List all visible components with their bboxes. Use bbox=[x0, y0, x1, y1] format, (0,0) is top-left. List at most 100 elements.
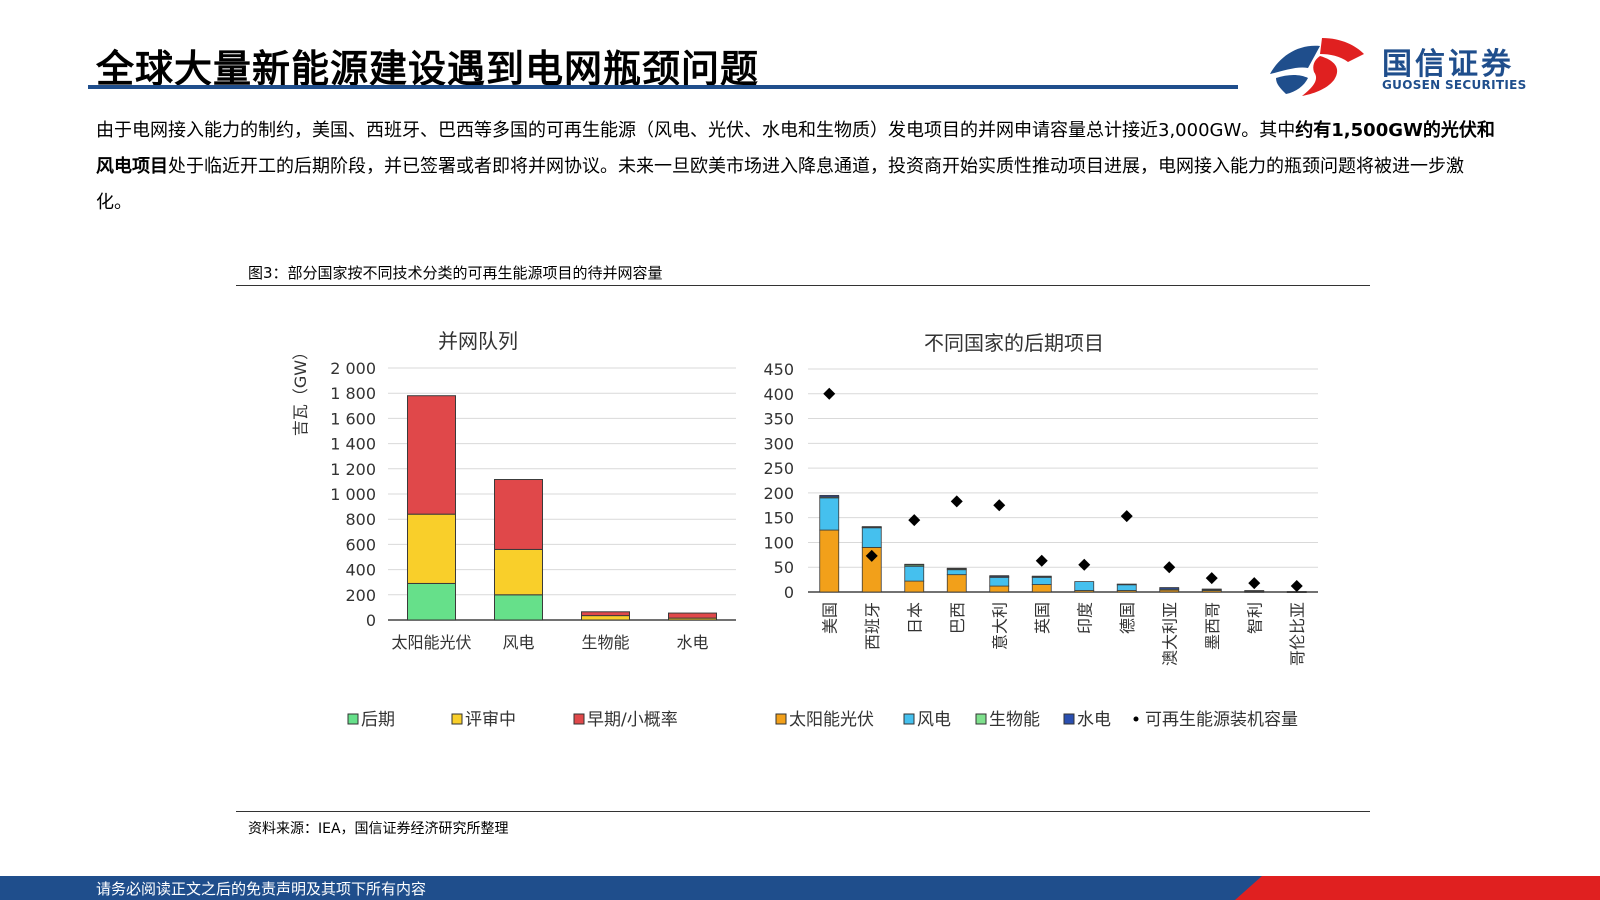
chart2-ytick-label: 350 bbox=[763, 410, 794, 429]
logo-mark-icon bbox=[1270, 38, 1364, 96]
chart2-ytick-label: 150 bbox=[763, 509, 794, 528]
chart2-legend-label: 太阳能光伏 bbox=[789, 710, 874, 730]
figure-caption: 图3：部分国家按不同技术分类的可再生能源项目的待并网容量 bbox=[248, 264, 663, 282]
chart2-ytick-label: 50 bbox=[774, 558, 794, 577]
chart1-legend-label: 评审中 bbox=[465, 710, 516, 730]
chart1-ytick-label: 1 800 bbox=[330, 384, 376, 403]
source-note: 资料来源：IEA，国信证券经济研究所整理 bbox=[248, 821, 509, 837]
chart2-ytick-label: 400 bbox=[763, 385, 794, 404]
chart2-category-label: 英国 bbox=[1033, 602, 1052, 634]
chart2-legend-label: 生物能 bbox=[989, 710, 1040, 730]
chart2-ytick-label: 200 bbox=[763, 484, 794, 503]
late-stage-projects-chart: 不同国家的后期项目 0 50 100 150 200 250 300 350 400 450 美国 西班… bbox=[763, 331, 1318, 730]
chart2-legend-swatch bbox=[903, 713, 915, 725]
chart2-legend-swatch bbox=[1063, 713, 1075, 725]
chart2-bar-segment bbox=[946, 567, 967, 570]
chart2-capacity-marker bbox=[823, 387, 836, 400]
chart1-legend-swatch bbox=[451, 713, 463, 725]
chart2-bar-segment bbox=[819, 497, 840, 531]
body-text-bold: 约有1,500GW的光伏和风电项目 bbox=[96, 120, 1495, 177]
logo-text-en: GUOSEN SECURITIES bbox=[1382, 78, 1527, 92]
footer-bar bbox=[0, 876, 1600, 900]
guosen-logo: 国信证券 GUOSEN SECURITIES bbox=[1268, 34, 1548, 98]
chart2-title: 不同国家的后期项目 bbox=[924, 331, 1104, 355]
chart2-bar-segment bbox=[946, 574, 967, 593]
chart2-bar-segment bbox=[1116, 583, 1137, 586]
chart1-legend-swatch bbox=[347, 713, 359, 725]
chart2-ytick-label: 0 bbox=[784, 583, 794, 602]
chart2-category-label: 巴西 bbox=[948, 602, 967, 634]
chart1-legend-label: 后期 bbox=[361, 710, 395, 730]
footer-disclaimer: 请务必阅读正文之后的免责声明及其项下所有内容 bbox=[96, 880, 427, 898]
chart2-bar-segment bbox=[1159, 587, 1180, 590]
figure-top-rule bbox=[236, 285, 1370, 286]
chart1-ytick-label: 1 400 bbox=[330, 435, 376, 454]
chart2-category-label: 德国 bbox=[1118, 602, 1137, 634]
chart2-bar-segment bbox=[1031, 575, 1052, 578]
chart2-capacity-marker bbox=[950, 495, 963, 508]
chart1-ytick-label: 1 200 bbox=[330, 460, 376, 479]
chart2-legend-swatch bbox=[975, 713, 987, 725]
chart1-ytick-label: 200 bbox=[345, 586, 376, 605]
chart1-ytick-label: 800 bbox=[345, 510, 376, 529]
body-text-2: 处于临近开工的后期阶段，并已签署或者即将并网协议。未来一旦欧美市场进入降息通道，… bbox=[96, 156, 1464, 213]
chart2-category-label: 日本 bbox=[905, 602, 924, 634]
chart2-ytick-label: 300 bbox=[763, 434, 794, 453]
title-underline bbox=[88, 85, 1238, 89]
chart2-bar-segment bbox=[904, 580, 925, 593]
chart2-bar-segment bbox=[819, 494, 840, 498]
chart2-capacity-marker bbox=[1120, 510, 1133, 523]
chart2-ytick-label: 450 bbox=[763, 360, 794, 379]
chart2-capacity-marker bbox=[1290, 580, 1303, 593]
figure-bottom-rule bbox=[236, 811, 1370, 812]
chart2-legend-label: 风电 bbox=[917, 710, 951, 730]
chart2-bar-segment bbox=[989, 575, 1010, 578]
chart2-ytick-label: 100 bbox=[763, 533, 794, 552]
chart2-legend-marker bbox=[1133, 716, 1139, 722]
chart1-category-label: 风电 bbox=[502, 633, 534, 652]
body-paragraph: 由于电网接入能力的制约，美国、西班牙、巴西等多国的可再生能源（风电、光伏、水电和… bbox=[96, 113, 1496, 221]
chart1-bar-segment bbox=[494, 594, 543, 621]
chart2-capacity-marker bbox=[1035, 554, 1048, 567]
chart1-category-label: 太阳能光伏 bbox=[391, 633, 471, 652]
chart2-category-label: 意大利 bbox=[990, 602, 1009, 650]
chart2-bar-segment bbox=[861, 526, 882, 528]
chart1-bar-segment bbox=[407, 582, 456, 621]
chart2-capacity-marker bbox=[993, 499, 1006, 512]
chart1-bar-segment bbox=[407, 395, 456, 515]
chart1-ytick-label: 1 600 bbox=[330, 409, 376, 428]
chart2-bar-segment bbox=[904, 565, 925, 582]
chart1-legend-swatch bbox=[573, 713, 585, 725]
chart1-category-label: 生物能 bbox=[581, 633, 629, 652]
chart2-category-label: 美国 bbox=[820, 602, 839, 634]
chart1-ytick-label: 600 bbox=[345, 535, 376, 554]
logo-text-cn: 国信证券 bbox=[1382, 47, 1514, 82]
chart1-bar-segment bbox=[494, 548, 543, 596]
chart1-ytick-label: 0 bbox=[366, 611, 376, 630]
chart2-bar-segment bbox=[1116, 584, 1137, 591]
chart2-bar-segment bbox=[819, 529, 840, 593]
chart2-capacity-marker bbox=[1248, 577, 1261, 590]
chart2-bar-segment bbox=[861, 527, 882, 548]
chart2-bar-segment bbox=[1244, 590, 1265, 592]
chart2-bar-segment bbox=[1074, 581, 1095, 591]
chart2-capacity-marker bbox=[1163, 561, 1176, 574]
chart2-legend-label: 可再生能源装机容量 bbox=[1145, 710, 1298, 730]
chart2-bar-segment bbox=[904, 563, 925, 566]
chart2-category-label: 澳大利亚 bbox=[1160, 602, 1179, 666]
chart2-category-label: 西班牙 bbox=[863, 602, 882, 650]
chart1-legend-label: 早期/小概率 bbox=[587, 710, 678, 730]
chart2-bar-segment bbox=[989, 585, 1010, 593]
chart2-capacity-marker bbox=[908, 514, 921, 527]
body-text-1: 由于电网接入能力的制约，美国、西班牙、巴西等多国的可再生能源（风电、光伏、水电和… bbox=[96, 120, 1296, 141]
chart1-ytick-label: 2 000 bbox=[330, 359, 376, 378]
chart2-legend-swatch bbox=[775, 713, 787, 725]
chart2-capacity-marker bbox=[865, 549, 878, 562]
chart2-category-label: 哥伦比亚 bbox=[1288, 602, 1307, 666]
grid-queue-chart: 并网队列 0 200 400 600 800 1 000 1 200 1 400 1 600 1 8… bbox=[291, 329, 736, 730]
chart2-bar-segment bbox=[989, 576, 1010, 587]
chart1-bar-segment bbox=[494, 479, 543, 550]
chart2-category-label: 智利 bbox=[1245, 602, 1264, 634]
chart1-ytick-label: 400 bbox=[345, 561, 376, 580]
chart2-legend-label: 水电 bbox=[1077, 710, 1111, 730]
